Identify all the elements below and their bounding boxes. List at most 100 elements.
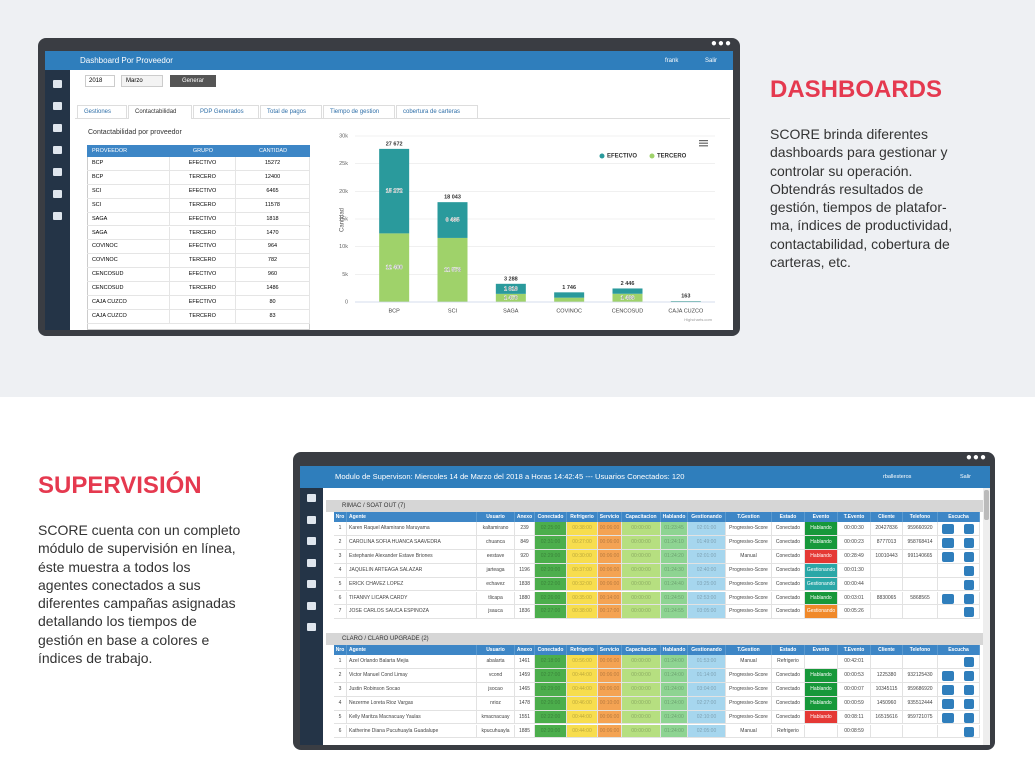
table-cell: Conectado <box>772 577 805 592</box>
sidebar-icon[interactable] <box>307 623 316 631</box>
table-title: Contactabilidad por proveedor <box>88 129 182 136</box>
table-cell: CAJA CUZCO <box>87 296 170 310</box>
table-cell <box>805 724 838 739</box>
sidebar-icon[interactable] <box>53 102 62 110</box>
agent-button[interactable] <box>964 670 974 681</box>
table-cell: 1551 <box>515 710 535 725</box>
dashboard-screen: Dashboard Por Proveedor frank Salir 2018 Mar… <box>45 51 733 330</box>
sidebar-icon[interactable] <box>307 580 316 588</box>
sidebar-icon[interactable] <box>53 124 62 132</box>
scrollbar-thumb <box>984 490 989 520</box>
sidebar-icon[interactable] <box>53 212 62 220</box>
table-cell: Conectado <box>772 668 805 683</box>
agent-button[interactable] <box>964 712 974 723</box>
table-cell <box>938 668 980 683</box>
agent-button[interactable] <box>964 726 974 737</box>
sidebar-icon[interactable] <box>307 601 316 610</box>
sidebar-icon[interactable] <box>307 537 316 545</box>
bar-segment <box>554 292 585 298</box>
sidebar-icon[interactable] <box>53 168 62 176</box>
table-cell: 00:10:00 <box>598 696 622 711</box>
table-cell: kaltamirano <box>477 522 515 536</box>
heading: SUPERVISIÓN <box>38 472 202 499</box>
agent-button[interactable] <box>964 551 974 562</box>
listen-button[interactable] <box>942 670 954 681</box>
agent-button[interactable] <box>964 565 974 576</box>
tab[interactable]: PDP Generados <box>193 105 259 119</box>
agent-button[interactable] <box>964 537 974 548</box>
column-header: PROVEEDOR <box>87 145 170 157</box>
table-cell: BCP <box>87 157 170 171</box>
group-title: RIMAC / SOAT OUT (7) <box>326 500 983 512</box>
sidebar-icon[interactable] <box>53 190 62 198</box>
text-line: módulo de supervisión en línea, <box>38 540 236 557</box>
generate-button[interactable]: Generar <box>170 75 216 87</box>
table-cell: 4 <box>334 696 347 711</box>
table-cell: 80 <box>236 296 310 310</box>
sidebar-icon[interactable] <box>53 146 62 154</box>
listen-button[interactable] <box>942 593 954 604</box>
tab[interactable]: cobertura de carteras <box>396 105 478 119</box>
listen-button[interactable] <box>942 551 954 562</box>
listen-button[interactable] <box>942 698 954 709</box>
user-menu[interactable]: rballesteros <box>883 474 912 480</box>
listen-button[interactable] <box>942 537 954 548</box>
agent-button[interactable] <box>964 607 974 618</box>
tab[interactable]: Total de pagos <box>260 105 322 119</box>
agent-button[interactable] <box>964 593 974 604</box>
sidebar-icon[interactable] <box>307 494 316 502</box>
listen-button[interactable] <box>942 684 954 695</box>
table-cell: 00:06:00 <box>598 577 622 592</box>
table-cell: 1486 <box>236 282 310 296</box>
listen-button[interactable] <box>942 524 954 534</box>
agent-button[interactable] <box>964 657 974 667</box>
menu-icon <box>699 145 708 147</box>
table-cell: Nezerme Loreta Rioz Vargas <box>347 696 477 711</box>
bar-segment <box>437 202 468 238</box>
table-cell: Conectado <box>772 696 805 711</box>
table-cell: 12400 <box>236 170 310 185</box>
table-cell: nrioz <box>477 696 515 711</box>
agent-button[interactable] <box>964 579 974 590</box>
bar-segment <box>554 297 585 302</box>
logout-link[interactable]: Salir <box>960 474 972 480</box>
table-cell: 00:08:11 <box>838 710 871 725</box>
table-cell: Conectado <box>772 605 805 620</box>
listen-button[interactable] <box>942 712 954 723</box>
user-link[interactable]: frank <box>665 58 679 64</box>
table-cell: 01:24:00 <box>661 696 688 711</box>
agent-button[interactable] <box>964 524 974 534</box>
sidebar-icon[interactable] <box>307 515 316 524</box>
table-cell: 1885 <box>515 724 535 739</box>
column-header: Gestionando <box>688 645 726 655</box>
table-cell <box>938 549 980 564</box>
paragraph: SCORE cuenta con un completo módulo de su… <box>38 521 240 667</box>
header <box>45 51 733 70</box>
table-cell: 02:27:00 <box>535 605 567 620</box>
table-cell: 01:24:00 <box>661 724 688 739</box>
table-cell <box>938 724 980 739</box>
tab[interactable]: Gestiones <box>77 105 127 119</box>
table-cell: Progresivo-Score <box>726 563 772 578</box>
month-select[interactable]: Marzo <box>121 75 163 87</box>
tab[interactable]: Tiempo de gestion <box>323 105 395 119</box>
agent-button[interactable] <box>964 684 974 695</box>
column-header: Nro <box>334 512 347 522</box>
table-cell: Refrigerio <box>772 724 805 739</box>
table-cell: COVINOC <box>87 254 170 269</box>
table-cell: 00:00:00 <box>622 682 661 697</box>
table-cell: 00:00:30 <box>838 522 871 536</box>
sidebar-icon[interactable] <box>307 558 316 567</box>
table-cell: 1461 <box>515 655 535 669</box>
chart: 0 5k 10k 15k 20k 25k 30k Cantidad BCP 12 400 15 27… <box>339 133 715 322</box>
sidebar-icon[interactable] <box>53 80 62 88</box>
table-cell <box>938 655 980 669</box>
tab[interactable]: Contactabilidad <box>128 105 192 119</box>
table-cell: 8830065 <box>871 591 903 606</box>
table-cell: 02:20:00 <box>535 724 567 739</box>
year-input[interactable]: 2018 <box>85 75 115 87</box>
agent-button[interactable] <box>964 698 974 709</box>
table-cell: jsauca <box>477 605 515 620</box>
logout-link[interactable]: Salir <box>705 58 718 64</box>
table-cell: 4 <box>334 563 347 578</box>
